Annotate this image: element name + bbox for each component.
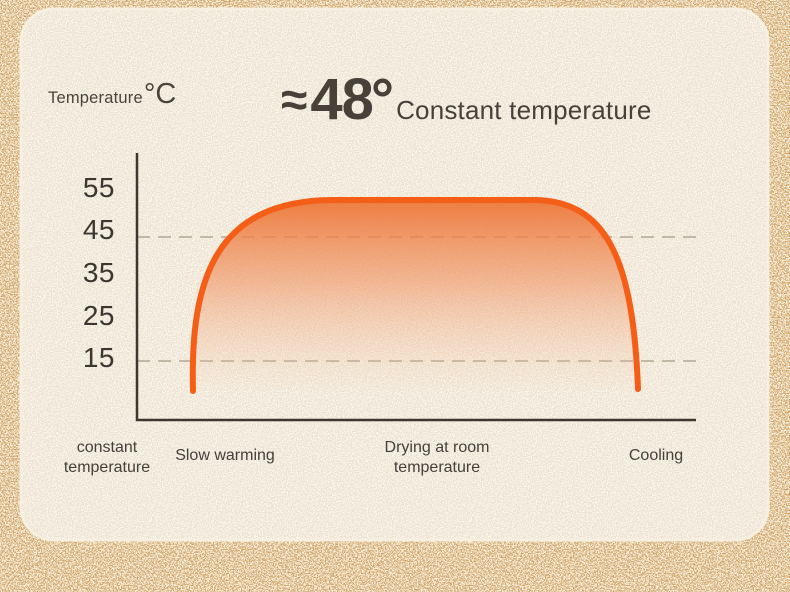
title-text: Constant temperature [396, 95, 652, 125]
chart-title: ≈ 48 ° Constant temperature [281, 66, 652, 133]
panel-edge [19, 7, 770, 542]
title-degree-symbol: ° [370, 67, 395, 132]
y-tick-45: 45 [82, 214, 115, 245]
y-axis-unit-label: Temperature °C [48, 78, 176, 111]
chart-axes [135, 153, 696, 422]
y-tick-55: 55 [82, 172, 115, 203]
x-label-drying-at-room-temperature: Drying at room temperature [384, 439, 490, 476]
temperature-area-fill [192, 200, 638, 391]
approx-symbol: ≈ [281, 74, 308, 127]
degree-celsius-symbol: °C [143, 78, 177, 110]
x-label-constant-temperature: constant temperature [63, 439, 151, 476]
y-axis-unit-text: Temperature [48, 89, 143, 107]
title-temperature-value: 48 [310, 67, 374, 132]
y-tick-15: 15 [82, 342, 115, 373]
y-tick-25: 25 [82, 300, 115, 331]
x-label-slow-warming: Slow warming [175, 447, 275, 464]
temperature-curve [189, 197, 641, 394]
x-label-cooling: Cooling [628, 447, 684, 464]
y-tick-35: 35 [82, 257, 115, 288]
